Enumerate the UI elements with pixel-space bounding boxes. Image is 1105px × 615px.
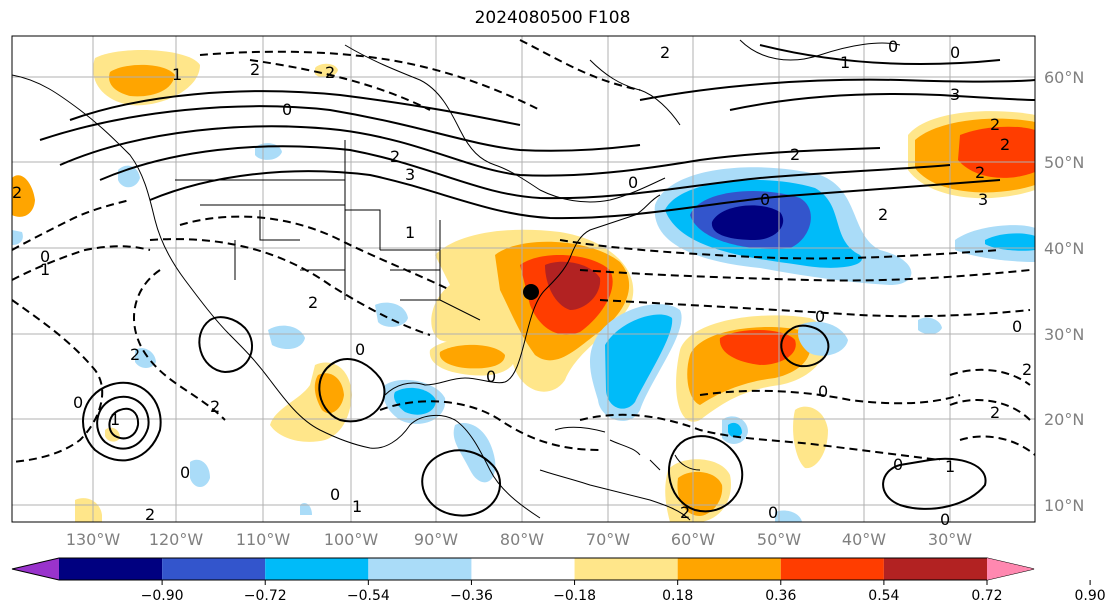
contour-label: 3 — [978, 190, 988, 209]
contour-label: 0 — [888, 37, 898, 56]
contour-label: 2 — [210, 397, 220, 416]
contour-label: 2 — [130, 345, 140, 364]
contour-label: 2 — [990, 115, 1000, 134]
contour-label: 2 — [975, 163, 985, 182]
contour-label: 0 — [486, 367, 496, 386]
contour-label: 3 — [405, 165, 415, 184]
contour-label: 0 — [768, 503, 778, 522]
colorbar-bin — [162, 558, 266, 580]
contour-label: 0 — [760, 190, 770, 209]
colorbar-tick-label: 0.54 — [868, 588, 899, 604]
contour-label: 0 — [628, 173, 638, 192]
map-border — [11, 35, 1036, 523]
colorbar-tick-label: 0.72 — [971, 588, 1002, 604]
latitude-label: 30°N — [1044, 325, 1084, 344]
colorbar-tick-label: 0.18 — [662, 588, 693, 604]
contour-label: 0 — [940, 510, 950, 529]
colorbar-bin — [59, 558, 163, 580]
contour-label: 1 — [40, 260, 50, 279]
longitude-label: 60°W — [671, 530, 715, 549]
contour-label: 2 — [250, 60, 260, 79]
colorbar-bin — [471, 558, 575, 580]
contour-label: 1 — [352, 497, 362, 516]
contour-label: 2 — [145, 505, 155, 524]
colorbar-tick-label: −0.90 — [141, 588, 184, 604]
longitude-label: 40°W — [842, 530, 886, 549]
contour-label: 2 — [308, 293, 318, 312]
longitude-label: 70°W — [586, 530, 630, 549]
contour-label: 2 — [12, 183, 22, 202]
contour-label: 0 — [1012, 317, 1022, 336]
colorbar-tick-label: −0.36 — [450, 588, 493, 604]
contour-label: 2 — [680, 503, 690, 522]
colorbar-tick-label: −0.54 — [347, 588, 390, 604]
longitude-label: 110°W — [236, 530, 291, 549]
contour-label: 0 — [282, 100, 292, 119]
map-title: 2024080500 F108 — [474, 8, 631, 28]
latitude-label: 40°N — [1044, 239, 1084, 258]
latitude-label: 20°N — [1044, 410, 1084, 429]
contours — [12, 39, 1035, 517]
colorbar-bin — [677, 558, 781, 580]
contour-label: 2 — [390, 147, 400, 166]
contour-label: 1 — [110, 410, 120, 429]
colorbar-bin — [368, 558, 472, 580]
colorbar-tick-label: 0.36 — [765, 588, 796, 604]
longitude-label: 90°W — [414, 530, 458, 549]
contour-label: 2 — [1000, 135, 1010, 154]
contour-label: 0 — [355, 340, 365, 359]
contour-label: 0 — [950, 43, 960, 62]
contour-label: 2 — [660, 43, 670, 62]
contour-label: 0 — [893, 455, 903, 474]
colorbar-bin — [574, 558, 678, 580]
contour-labels: 1 2 0 2 0 2 2 3 2 0 0 0 2 1 0 2 1 2 2 0 … — [12, 37, 1032, 529]
longitude-label: 130°W — [66, 530, 121, 549]
longitude-label: 50°W — [757, 530, 801, 549]
contour-label: 1 — [840, 53, 850, 72]
contour-label: 0 — [73, 393, 83, 412]
contour-label: 0 — [818, 382, 828, 401]
colorbar: −0.90 −0.72 −0.54 −0.36 −0.18 0.18 0.36 0.54 0.7… — [11, 557, 1105, 604]
contour-label: 1 — [405, 223, 415, 242]
contour-label: 0 — [180, 463, 190, 482]
colorbar-high-extend — [987, 558, 1034, 580]
latitude-axis: 60°N 50°N 40°N 30°N 20°N 10°N — [1044, 68, 1084, 515]
colorbar-bin — [780, 558, 884, 580]
longitude-label: 80°W — [500, 530, 544, 549]
storm-center-marker — [523, 284, 539, 300]
colorbar-tick-label: −0.18 — [553, 588, 596, 604]
longitude-axis: 130°W 120°W 110°W 100°W 90°W 80°W 70°W 6… — [66, 530, 972, 549]
colorbar-tick-label: 0.90 — [1075, 588, 1105, 604]
contour-label: 2 — [1022, 360, 1032, 379]
contour-label: 1 — [945, 457, 955, 476]
colorbar-tick-label: −0.72 — [244, 588, 287, 604]
colorbar-bin — [265, 558, 369, 580]
colorbar-low-extend — [12, 558, 59, 580]
latitude-label: 10°N — [1044, 496, 1084, 515]
longitude-label: 120°W — [149, 530, 204, 549]
contour-label: 0 — [330, 485, 340, 504]
contour-label: 0 — [815, 307, 825, 326]
contour-label: 0 — [40, 247, 50, 266]
contour-label: 3 — [950, 85, 960, 104]
contour-label: 2 — [325, 63, 335, 82]
latitude-label: 60°N — [1044, 68, 1084, 87]
contour-label: 1 — [172, 65, 182, 84]
contour-label: 2 — [878, 205, 888, 224]
contour-label: 2 — [990, 403, 1000, 422]
graticule — [12, 36, 1035, 522]
latitude-label: 50°N — [1044, 153, 1084, 172]
longitude-label: 30°W — [928, 530, 972, 549]
colorbar-bin — [883, 558, 987, 580]
longitude-label: 100°W — [324, 530, 379, 549]
contour-label: 2 — [790, 145, 800, 164]
